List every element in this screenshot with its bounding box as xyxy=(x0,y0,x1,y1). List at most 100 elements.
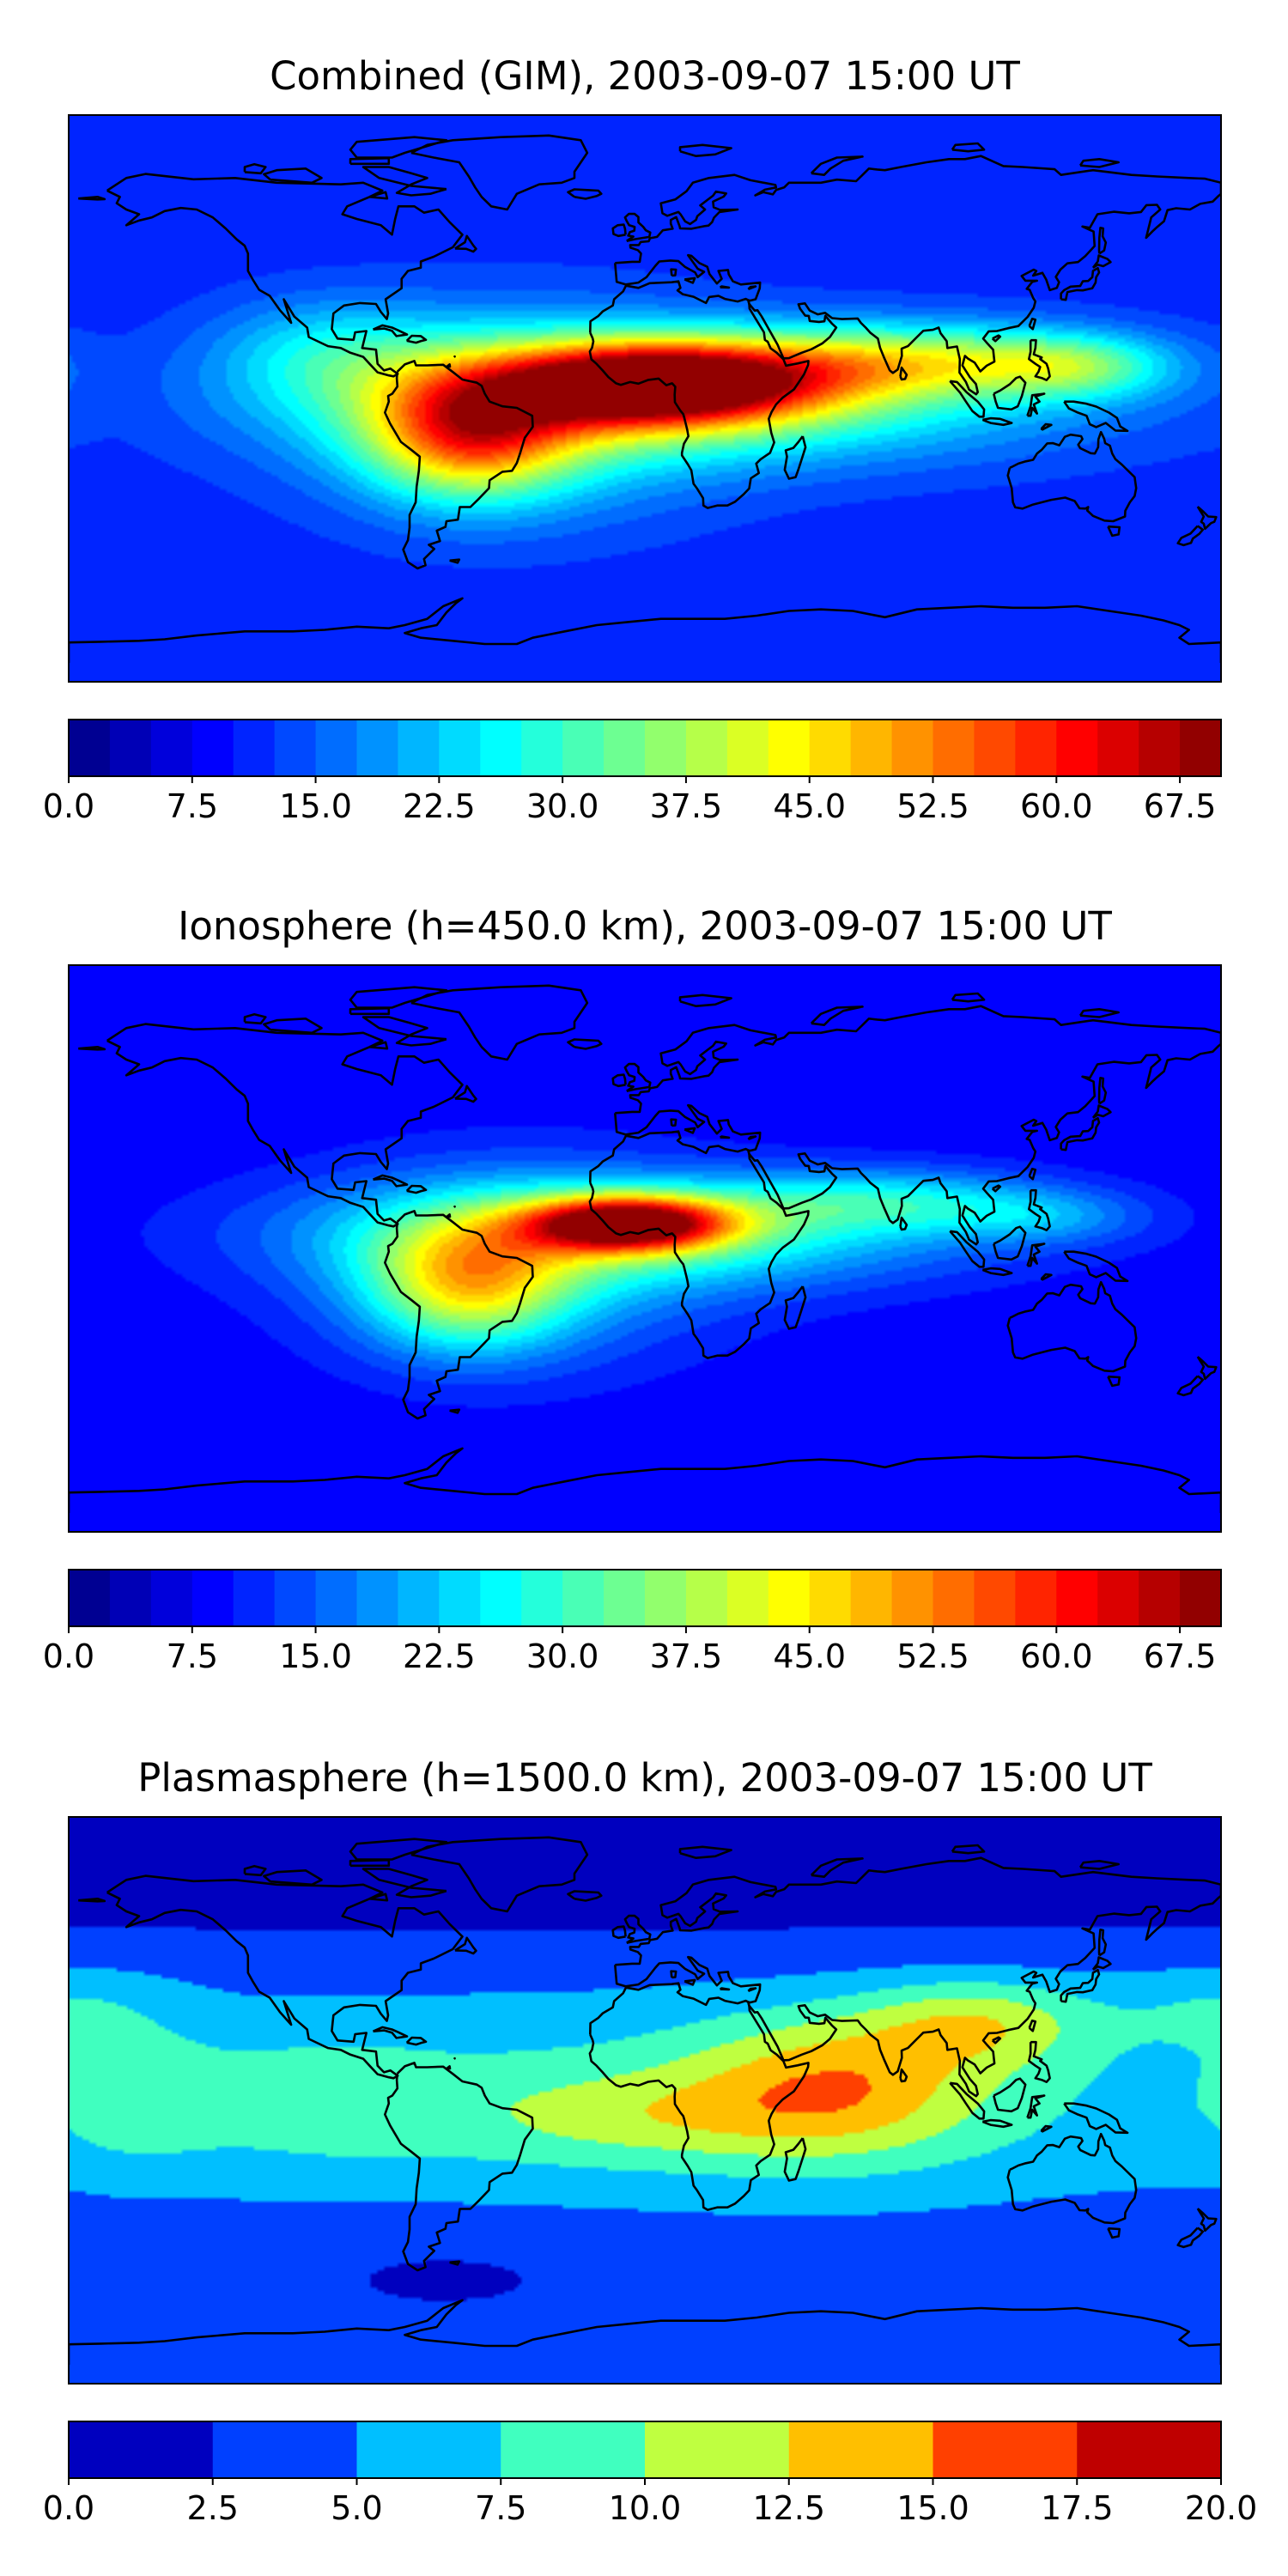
colorbar-tick-label: 0.0 xyxy=(43,2489,94,2527)
coastline-trinidad xyxy=(446,1213,452,1218)
coastline-sumatra xyxy=(949,2081,986,2120)
coastline-sakhalin xyxy=(1097,1929,1108,1957)
coastline-south-america xyxy=(384,2062,534,2272)
colorbar-level-swatch xyxy=(109,720,152,776)
colorbar-level-swatch xyxy=(974,1570,1016,1626)
colorbar-level-swatch xyxy=(1056,1570,1098,1626)
colorbar-tick-label: 52.5 xyxy=(896,1637,969,1675)
coastline-sri-lanka xyxy=(899,2068,908,2083)
coastline-eurasia xyxy=(614,1856,1221,2098)
coastline-south-america xyxy=(384,1210,534,1420)
coastline-sicily xyxy=(683,1978,696,1986)
colorbar-level-swatch xyxy=(69,720,111,776)
coastline-crete xyxy=(719,1987,731,1991)
coastline-newfoundland xyxy=(454,1084,477,1103)
coastline-greenland xyxy=(410,1836,589,1913)
coastline-cuba xyxy=(372,1174,409,1188)
colorbar-level-swatch xyxy=(726,720,769,776)
coastline-svalbard xyxy=(678,143,732,157)
coastline-eurasia xyxy=(614,155,1221,396)
coastline-taiwan xyxy=(1028,317,1037,331)
coastline-japan xyxy=(1060,1116,1101,1151)
coastline-antarctica xyxy=(69,2299,1221,2365)
coastline-novaya-zemlya xyxy=(810,1005,864,1026)
coastline-timor xyxy=(1040,1273,1053,1281)
coastlines-plasmasphere xyxy=(69,1836,1221,2365)
colorbar-tick-label: 7.5 xyxy=(475,2489,526,2527)
coastline-devon xyxy=(349,156,391,166)
colorbar-level-swatch xyxy=(768,720,811,776)
colorbar-level-swatch xyxy=(850,1570,893,1626)
coastline-new-zealand-n xyxy=(1196,2208,1218,2233)
colorbar-level-swatch xyxy=(109,1570,152,1626)
colorbar-level-swatch xyxy=(1180,720,1222,776)
coastline-ellesmere xyxy=(349,136,448,159)
coastline-australia xyxy=(1006,2132,1138,2225)
colorbar-level-swatch xyxy=(933,720,975,776)
colorbar-level-swatch xyxy=(191,1570,234,1626)
coastline-africa xyxy=(588,280,810,509)
coastline-sakhalin xyxy=(1097,227,1108,255)
colorbar-plasmasphere: 0.0 2.5 5.0 7.5 10.0 12.5 15.0 17.5 20.0 xyxy=(43,2421,1257,2527)
coastline-ireland xyxy=(611,1073,627,1088)
coastline-australia xyxy=(1006,430,1138,523)
coastline-greenland xyxy=(410,134,589,211)
coastline-sulawesi xyxy=(1026,1242,1046,1267)
colorbar-level-swatch xyxy=(645,2421,790,2478)
colorbar-level-swatch xyxy=(480,1570,522,1626)
colorbar-tick-label: 22.5 xyxy=(403,1637,476,1675)
colorbar-level-swatch xyxy=(974,720,1016,776)
colorbar-level-swatch xyxy=(356,720,399,776)
coastline-banks xyxy=(243,1012,267,1025)
colorbar-tick-label: 0.0 xyxy=(43,1637,94,1675)
panel-ionosphere: Ionosphere (h=450.0 km), 2003-09-07 15:0… xyxy=(43,903,1222,1675)
coastline-madagascar xyxy=(783,435,807,480)
coastline-severnaya xyxy=(951,142,986,153)
colorbar-tick-label: 17.5 xyxy=(1041,2489,1114,2527)
colorbar-tick-label: 30.0 xyxy=(526,787,599,825)
coastline-victoria xyxy=(263,1869,323,1886)
colorbar-tick-label: 5.0 xyxy=(331,2489,382,2527)
colorbar-level-swatch xyxy=(1056,720,1098,776)
tec-field-ionosphere xyxy=(69,965,1221,1532)
colorbar-level-swatch xyxy=(233,720,276,776)
coastline-new-zealand-s xyxy=(1176,2227,1205,2249)
colorbar-level-swatch xyxy=(891,720,934,776)
colorbar-tick-label: 45.0 xyxy=(773,1637,846,1675)
colorbar-level-swatch xyxy=(562,1570,605,1626)
coastline-devon xyxy=(349,1006,391,1016)
colorbar-level-swatch xyxy=(809,1570,852,1626)
colorbar-level-swatch xyxy=(933,1570,975,1626)
coastline-newfoundland xyxy=(454,1936,477,1955)
coastline-sicily xyxy=(683,1127,696,1134)
colorbar-level-swatch xyxy=(315,1570,358,1626)
map-plasmasphere xyxy=(68,1816,1222,2385)
coastline-tasmania xyxy=(1107,2227,1121,2239)
coastline-crete xyxy=(719,285,731,289)
coastline-hispaniola xyxy=(405,334,428,344)
coastline-falklands xyxy=(449,1408,461,1414)
coastline-madagascar xyxy=(783,2137,807,2182)
coastline-borneo xyxy=(993,2077,1027,2113)
coastline-timor xyxy=(1040,2124,1053,2133)
coastline-svalbard xyxy=(678,993,732,1007)
coastline-java xyxy=(981,1267,1013,1277)
coastline-tasmania xyxy=(1107,1375,1121,1388)
colorbar-level-swatch xyxy=(398,720,440,776)
coastline-iceland xyxy=(567,1038,603,1050)
coastline-taiwan xyxy=(1028,1167,1037,1181)
coastline-new-zealand-s xyxy=(1176,1375,1205,1397)
colorbar-tick-label: 45.0 xyxy=(773,787,846,825)
coastline-taiwan xyxy=(1028,2019,1037,2032)
coastline-falklands xyxy=(449,558,461,564)
coastline-severnaya xyxy=(951,992,986,1003)
colorbar-level-swatch xyxy=(480,720,522,776)
panel-combined: Combined (GIM), 2003-09-07 15:00 UT 0.0 7… xyxy=(43,53,1222,825)
coastline-banks xyxy=(243,1864,267,1877)
coastline-cyprus xyxy=(747,1135,757,1141)
colorbar-tick-label: 15.0 xyxy=(279,787,352,825)
colorbar-level-swatch xyxy=(69,1570,111,1626)
colorbar-tick-label: 0.0 xyxy=(43,787,94,825)
colorbar-tick-label: 15.0 xyxy=(279,1637,352,1675)
coastline-new-guinea xyxy=(1063,400,1129,433)
